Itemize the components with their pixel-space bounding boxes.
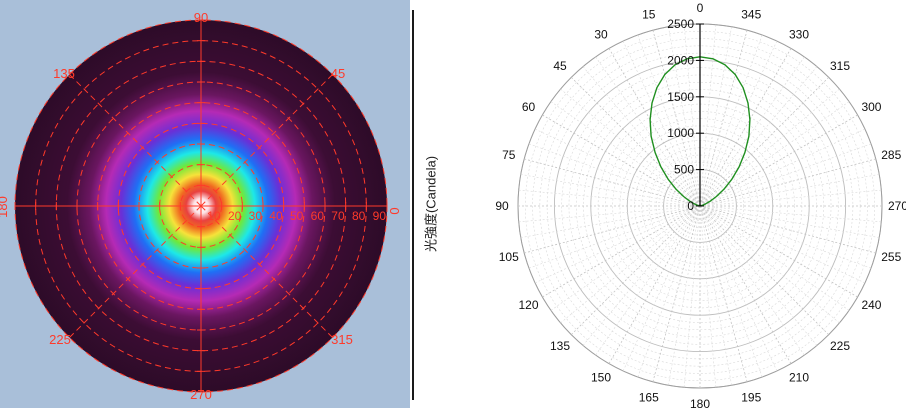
polar-angle-label: 345 xyxy=(741,8,761,22)
polar-angle-label: 225 xyxy=(830,339,850,353)
polar-spoke xyxy=(700,206,804,355)
polar-spoke xyxy=(700,48,791,206)
polar-angle-label: 30 xyxy=(594,28,608,42)
polar-spoke xyxy=(668,206,700,385)
polar-angle-label: 135 xyxy=(550,339,570,353)
polar-spoke xyxy=(700,206,791,364)
polar-spoke xyxy=(700,25,716,206)
radial-tick-label: 2500 xyxy=(667,17,694,31)
polar-spoke xyxy=(700,57,804,206)
polar-angle-label: 210 xyxy=(789,370,809,384)
polar-spoke xyxy=(609,206,700,364)
radial-tick-label: 2000 xyxy=(667,53,694,67)
polar-spoke xyxy=(700,206,879,238)
polar-angle-label: 120 xyxy=(519,298,539,312)
polar-angle-label: 165 xyxy=(639,390,659,404)
polar-angle-label: 150 xyxy=(591,370,611,384)
radial-tick-label: 1000 xyxy=(667,126,694,140)
polar-spoke xyxy=(684,206,700,387)
polar-angle-label: 15 xyxy=(642,8,656,22)
polar-spoke xyxy=(700,206,849,310)
polar-angle-label: 285 xyxy=(881,148,901,162)
polar-spoke xyxy=(551,206,700,310)
polar-angle-label: 75 xyxy=(502,148,516,162)
polar-angle-label: 90 xyxy=(495,199,509,213)
polar-angle-label: 105 xyxy=(499,250,519,264)
polar-spoke xyxy=(596,206,700,355)
polar-spoke xyxy=(700,27,732,206)
polar-angle-label: 180 xyxy=(690,397,710,408)
polar-angle-label: 270 xyxy=(888,199,906,213)
polar-spoke xyxy=(521,174,700,206)
radial-tick-label: 1500 xyxy=(667,90,694,104)
polar-angle-label: 315 xyxy=(830,59,850,73)
polar-angle-label: 240 xyxy=(861,298,881,312)
polar-angle-label: 300 xyxy=(861,100,881,114)
polar-spoke xyxy=(519,190,700,206)
polar-spoke xyxy=(519,206,700,222)
polar-spoke xyxy=(700,206,716,387)
radial-tick-label: 0 xyxy=(687,199,694,213)
polar-angle-label: 195 xyxy=(741,390,761,404)
polar-spoke xyxy=(700,206,876,253)
polar-spoke xyxy=(684,25,700,206)
polar-angle-label: 60 xyxy=(522,100,536,114)
polar-spoke xyxy=(653,206,700,382)
polar-angle-label: 0 xyxy=(697,1,704,15)
polar-spoke xyxy=(700,77,829,206)
polar-angle-label: 255 xyxy=(881,250,901,264)
polar-angle-label: 330 xyxy=(789,28,809,42)
polar-spoke xyxy=(700,159,876,206)
polar-spoke xyxy=(700,30,747,206)
polar-angle-label: 45 xyxy=(553,59,567,73)
polar-spoke xyxy=(524,206,700,253)
polar-spoke xyxy=(700,206,747,382)
polar-spoke xyxy=(571,206,700,335)
polar-spoke xyxy=(700,206,829,335)
polar-spoke xyxy=(700,190,881,206)
polar-spoke xyxy=(700,206,881,222)
radial-tick-label: 500 xyxy=(674,163,694,177)
